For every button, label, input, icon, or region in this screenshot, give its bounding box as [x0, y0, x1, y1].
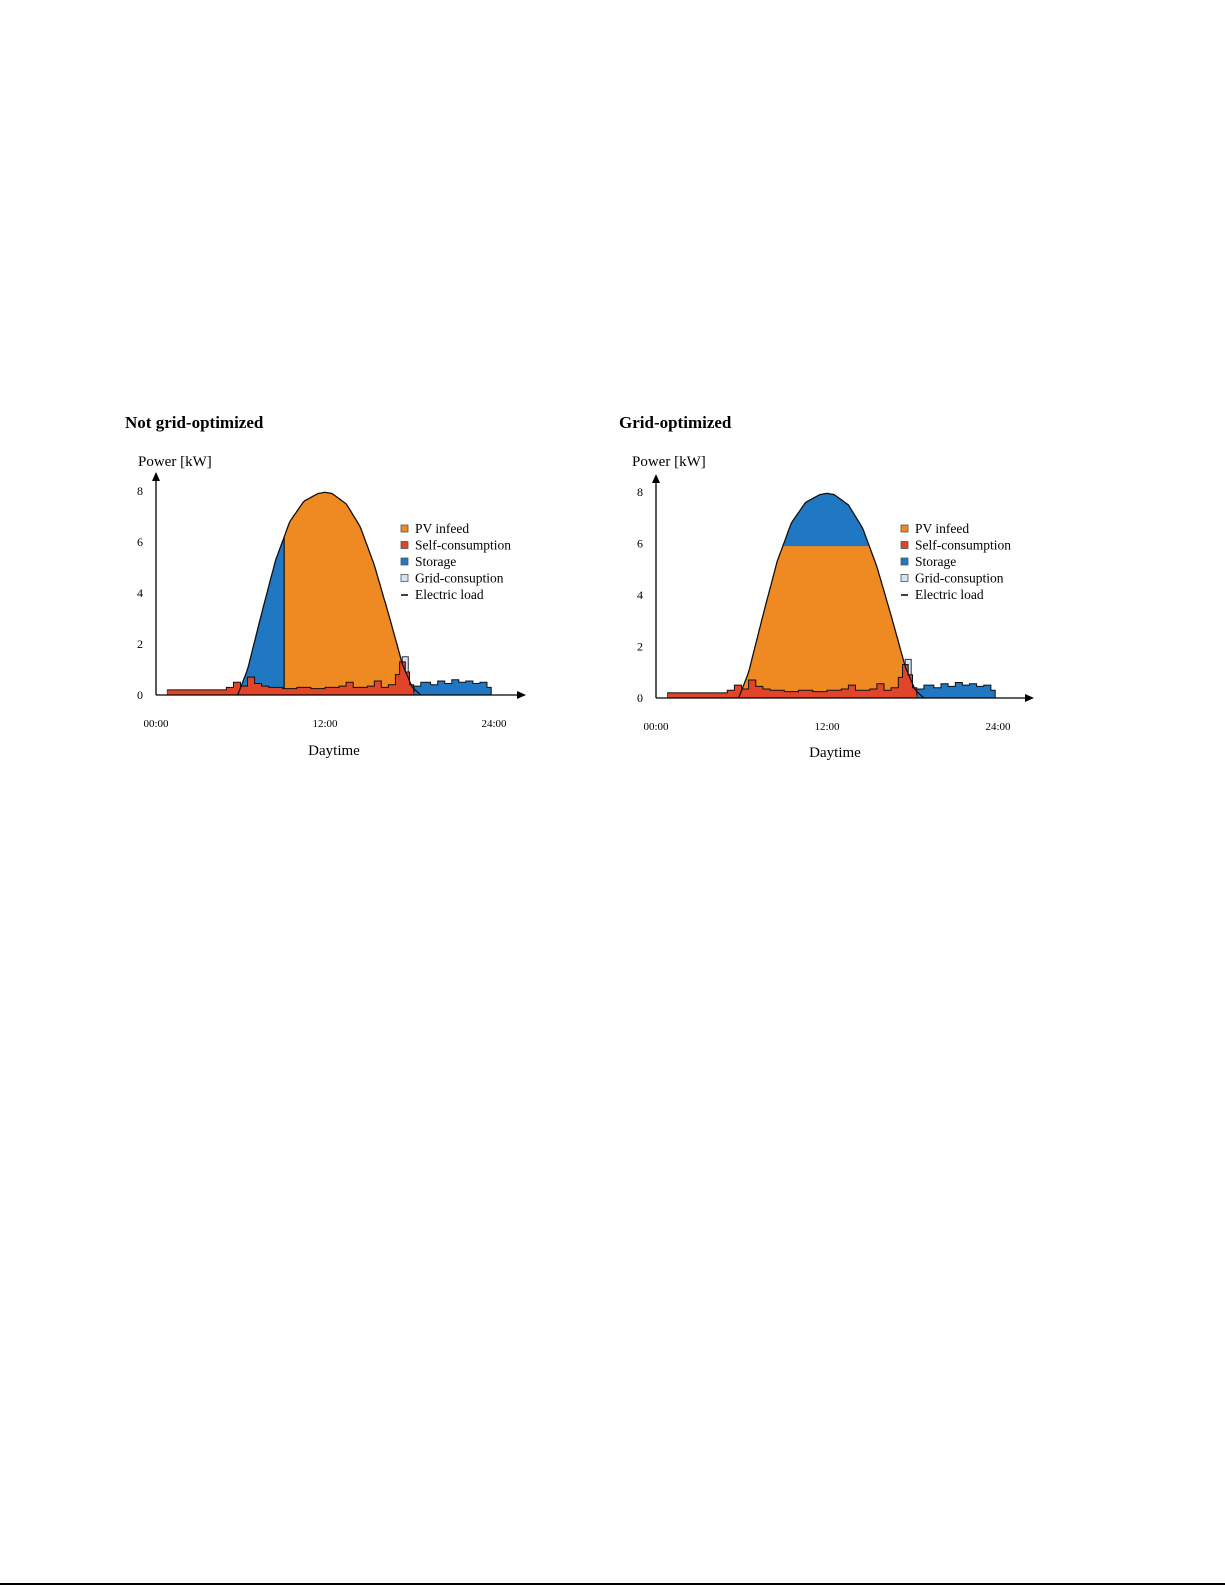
x-tick-label: 00:00	[143, 718, 169, 730]
legend-label: Storage	[915, 554, 956, 569]
plot-area	[166, 491, 492, 696]
y-tick-label: 2	[137, 637, 143, 651]
legend-swatch-icon	[400, 557, 409, 566]
y-axis-label: Power [kW]	[138, 454, 212, 470]
legend-swatch-icon	[900, 524, 909, 533]
legend-label: Electric load	[915, 587, 984, 602]
pv-infeed-outline	[737, 492, 925, 699]
y-tick-label: 0	[637, 691, 643, 705]
y-tick-label: 4	[637, 588, 643, 602]
legend-swatch-icon	[400, 541, 409, 549]
y-tick-label: 8	[137, 484, 143, 498]
x-axis-arrow-icon	[517, 691, 526, 699]
y-tick-label: 6	[637, 537, 643, 551]
x-tick-label: 12:00	[312, 718, 338, 730]
legend-label: PV infeed	[915, 521, 969, 536]
x-tick-label: 24:00	[481, 718, 507, 730]
y-axis-label: Power [kW]	[632, 454, 706, 470]
legend-swatch-icon	[900, 541, 909, 549]
legend-label: Storage	[415, 554, 456, 569]
x-axis-label: Daytime	[308, 743, 360, 759]
chart-panel-not-grid-optimized: Not grid-optimized Power [kW] Daytime 0 2…	[125, 413, 526, 759]
axes: 0 2 4 6 8 00:00 12:00 24:00	[137, 472, 526, 730]
legend-label: Self-consumption	[415, 538, 511, 553]
x-axis-arrow-icon	[1025, 694, 1034, 702]
self-consumption-area	[667, 664, 917, 698]
axes: 0 2 4 6 8 00:00 12:00 24:00	[637, 474, 1034, 733]
x-tick-label: 24:00	[985, 721, 1011, 733]
legend-swatch-icon	[900, 557, 909, 566]
legend-label: Grid-consuption	[915, 571, 1004, 586]
self-consumption-area	[167, 661, 414, 695]
legend-label: Electric load	[415, 587, 484, 602]
chart-panel-grid-optimized: Grid-optimized Power [kW] Daytime 024680…	[619, 413, 1034, 761]
plot-area	[667, 492, 996, 699]
legend-label: Grid-consuption	[415, 571, 504, 586]
legend-swatch-icon	[400, 574, 409, 582]
x-axis-label: Daytime	[809, 745, 861, 761]
electric-load-line	[167, 661, 415, 693]
y-axis-arrow-icon	[152, 472, 160, 481]
y-axis-arrow-icon	[652, 474, 660, 483]
y-tick-label: 4	[137, 586, 143, 600]
y-tick-label: 6	[137, 535, 143, 549]
pv-infeed-outline	[237, 491, 422, 696]
storage-charging-area	[237, 536, 285, 695]
page-bottom-rule	[0, 1583, 1225, 1585]
x-tick-label: 00:00	[643, 721, 669, 733]
x-tick-label: 12:00	[814, 721, 840, 733]
storage-discharge-night-area	[413, 679, 492, 696]
y-tick-label: 2	[637, 640, 643, 654]
storage-cap-area	[783, 493, 869, 547]
legend-swatch-icon	[400, 524, 409, 533]
storage-discharge-night-area	[916, 682, 996, 699]
chart-title: Not grid-optimized	[125, 413, 264, 432]
chart-title: Grid-optimized	[619, 413, 732, 432]
y-tick-label: 8	[637, 485, 643, 499]
y-tick-label: 0	[137, 688, 143, 702]
legend-swatch-icon	[900, 574, 909, 582]
legend-label: PV infeed	[415, 521, 469, 536]
legend-label: Self-consumption	[915, 538, 1011, 553]
electric-load-line	[667, 664, 918, 696]
